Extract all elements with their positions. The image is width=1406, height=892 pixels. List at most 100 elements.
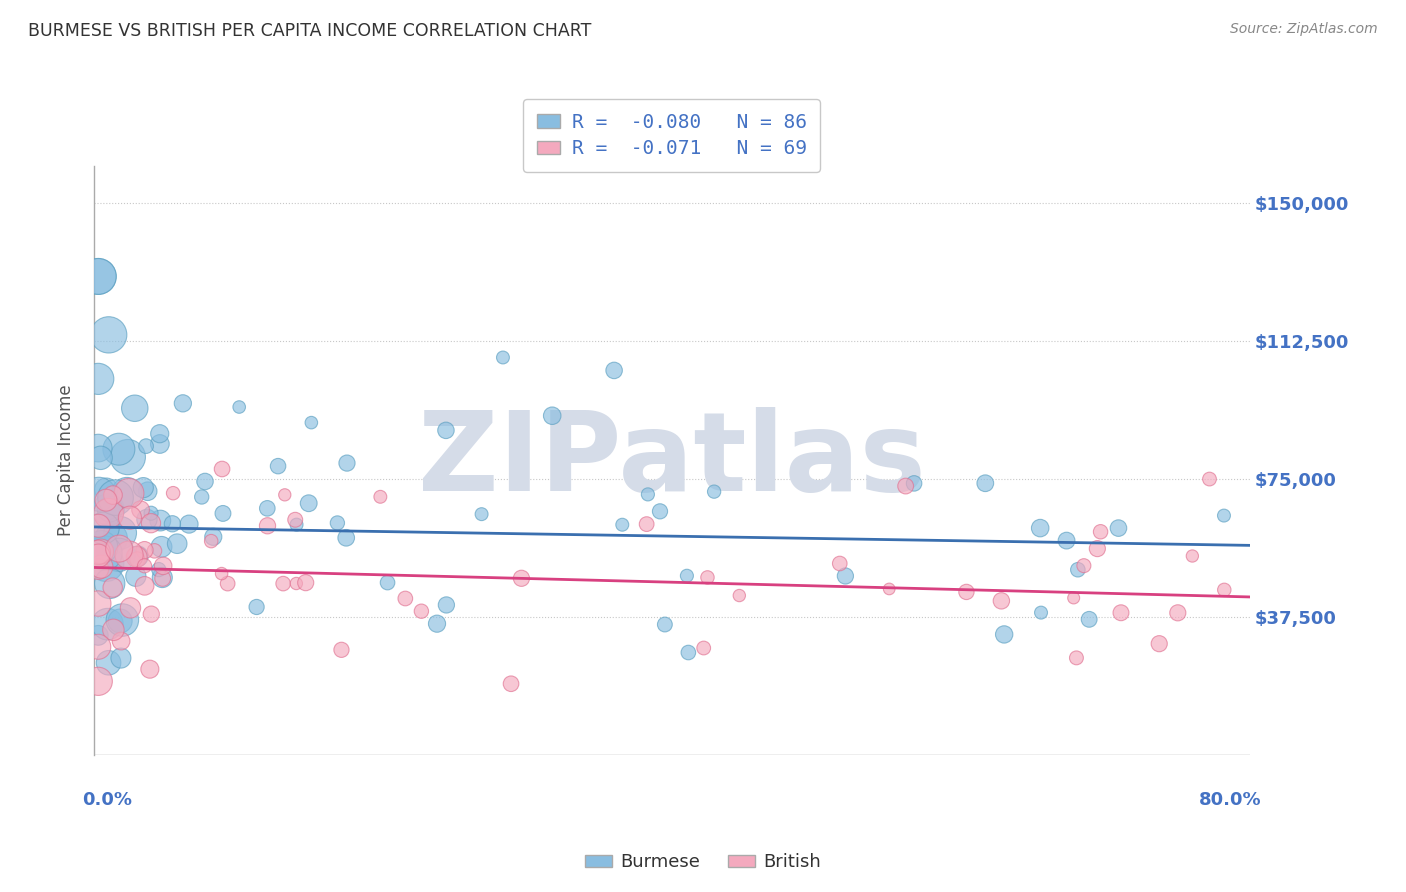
Point xyxy=(141,607,163,621)
Text: Source: ZipAtlas.com: Source: ZipAtlas.com xyxy=(1230,22,1378,37)
Point xyxy=(150,570,173,584)
Point xyxy=(90,559,112,574)
Point xyxy=(118,548,141,562)
Point xyxy=(894,479,917,493)
Point xyxy=(330,643,353,657)
Point xyxy=(434,598,457,612)
Point xyxy=(118,510,141,524)
Point xyxy=(120,600,142,615)
Point xyxy=(267,459,290,474)
Point xyxy=(135,439,157,453)
Point xyxy=(129,502,152,516)
Point xyxy=(499,677,522,691)
Point xyxy=(1078,612,1101,626)
Point xyxy=(377,575,399,590)
Point xyxy=(212,507,235,521)
Point xyxy=(834,569,856,583)
Point xyxy=(87,562,110,576)
Point xyxy=(94,546,117,560)
Point xyxy=(149,426,172,441)
Point xyxy=(637,487,659,501)
Point xyxy=(97,507,120,521)
Point xyxy=(101,488,124,502)
Point xyxy=(87,441,110,455)
Point xyxy=(612,517,634,532)
Point xyxy=(434,423,457,437)
Point xyxy=(96,557,118,571)
Point xyxy=(993,627,1015,641)
Point xyxy=(335,531,357,545)
Point xyxy=(510,571,533,585)
Point xyxy=(117,450,139,464)
Point xyxy=(990,594,1012,608)
Point xyxy=(87,640,110,654)
Point xyxy=(256,518,278,533)
Point xyxy=(190,490,212,504)
Point xyxy=(703,484,725,499)
Point xyxy=(877,582,900,596)
Point xyxy=(87,487,110,501)
Point xyxy=(90,540,112,554)
Point xyxy=(90,544,112,558)
Point xyxy=(98,502,121,516)
Point xyxy=(139,516,162,531)
Point xyxy=(1090,524,1112,539)
Point xyxy=(411,604,433,618)
Point xyxy=(108,614,131,628)
Point xyxy=(149,514,172,528)
Point xyxy=(166,537,188,551)
Point xyxy=(696,570,718,584)
Point xyxy=(177,517,200,532)
Point xyxy=(134,579,156,593)
Point xyxy=(1109,606,1132,620)
Point xyxy=(636,517,658,532)
Point xyxy=(87,545,110,559)
Text: 80.0%: 80.0% xyxy=(1198,790,1261,809)
Point xyxy=(87,549,110,563)
Point xyxy=(541,409,564,423)
Point xyxy=(150,540,173,554)
Point xyxy=(298,496,321,510)
Point xyxy=(110,651,132,665)
Point xyxy=(110,634,132,648)
Point xyxy=(492,351,515,365)
Point xyxy=(98,576,121,591)
Point xyxy=(87,628,110,642)
Text: BURMESE VS BRITISH PER CAPITA INCOME CORRELATION CHART: BURMESE VS BRITISH PER CAPITA INCOME COR… xyxy=(28,22,592,40)
Point xyxy=(127,549,149,564)
Point xyxy=(96,483,118,497)
Point xyxy=(1167,606,1189,620)
Point xyxy=(285,576,308,591)
Point xyxy=(87,269,110,284)
Point xyxy=(654,617,676,632)
Point xyxy=(200,534,222,549)
Point xyxy=(97,327,120,342)
Point xyxy=(149,437,172,451)
Point xyxy=(108,541,131,556)
Point xyxy=(1107,521,1129,535)
Point xyxy=(87,597,110,611)
Point xyxy=(136,484,159,499)
Point xyxy=(1029,606,1052,620)
Point xyxy=(111,613,134,627)
Point xyxy=(139,506,162,520)
Point xyxy=(1056,533,1078,548)
Point xyxy=(974,476,997,491)
Point xyxy=(955,585,977,599)
Point xyxy=(97,502,120,516)
Legend: Burmese, British: Burmese, British xyxy=(578,847,828,879)
Point xyxy=(100,532,122,546)
Y-axis label: Per Capita Income: Per Capita Income xyxy=(58,384,75,536)
Text: ZIPatlas: ZIPatlas xyxy=(418,407,925,514)
Point xyxy=(1029,521,1052,535)
Point xyxy=(90,450,112,465)
Point xyxy=(152,571,174,585)
Point xyxy=(1213,582,1236,597)
Point xyxy=(132,481,155,495)
Point xyxy=(903,476,925,491)
Point xyxy=(162,516,184,531)
Text: 0.0%: 0.0% xyxy=(83,790,132,809)
Point xyxy=(211,462,233,476)
Point xyxy=(271,576,294,591)
Point xyxy=(299,416,322,430)
